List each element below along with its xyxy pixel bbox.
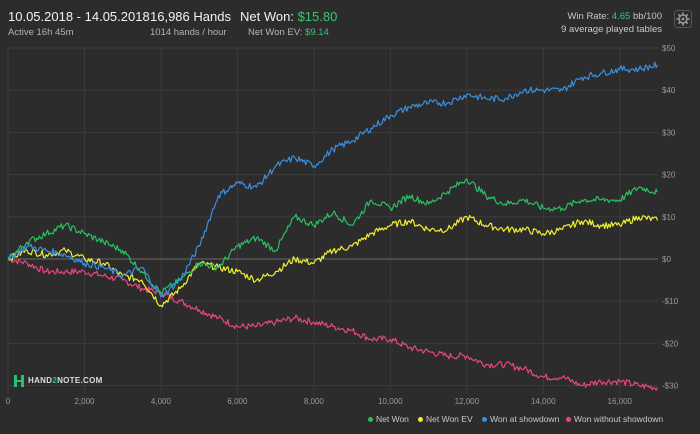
date-range: 10.05.2018 - 14.05.2018 bbox=[8, 9, 150, 24]
series-line-won-showdown bbox=[7, 61, 659, 298]
win-rate-unit: bb/100 bbox=[632, 11, 662, 22]
x-tick-label: 14,000 bbox=[531, 397, 556, 406]
x-tick-label: 16,000 bbox=[608, 397, 633, 406]
settings-gear-icon[interactable] bbox=[674, 10, 692, 28]
x-axis-ticks: 0 2,000 4,000 6,000 8,000 10,000 12,000 14,000 1… bbox=[6, 397, 633, 406]
legend-dot-icon bbox=[566, 417, 571, 423]
net-won-ev-label: Net Won EV: bbox=[248, 27, 303, 38]
net-won-block: Net Won: $15.80 Net Won EV: $9.14 bbox=[240, 9, 337, 38]
legend-dot-icon bbox=[482, 417, 487, 423]
session-block: 10.05.2018 - 14.05.2018 Active 16h 45m bbox=[8, 9, 150, 38]
legend-label: Won at showdown bbox=[490, 414, 560, 424]
y-axis-ticks: $50 $40 $30 $20 $10 $0 -$10 -$20 -$30 bbox=[662, 44, 679, 391]
win-rate-label: Win Rate: bbox=[567, 11, 610, 22]
legend-label: Net Won bbox=[376, 414, 409, 424]
stats-header: 10.05.2018 - 14.05.2018 Active 16h 45m 1… bbox=[0, 0, 700, 44]
hand2note-logo: HAND2NOTE.COM bbox=[14, 375, 103, 387]
series-line-net-won bbox=[7, 178, 659, 295]
y-tick-label: -$20 bbox=[662, 339, 679, 348]
series-line-won-no-showdown bbox=[7, 258, 659, 391]
hands-count: 16,986 Hands bbox=[150, 9, 231, 24]
series-layer bbox=[7, 61, 659, 391]
y-tick-label: -$30 bbox=[662, 382, 679, 391]
legend-item-won-no-showdown[interactable]: Won without showdown bbox=[566, 414, 663, 424]
legend-item-net-won[interactable]: Net Won bbox=[368, 414, 409, 424]
legend-item-won-showdown[interactable]: Won at showdown bbox=[482, 414, 559, 424]
legend-label: Net Won EV bbox=[426, 414, 473, 424]
x-tick-label: 8,000 bbox=[304, 397, 325, 406]
win-rate-block: Win Rate: 4.65 bb/100 9 average played t… bbox=[561, 10, 662, 36]
x-tick-label: 10,000 bbox=[378, 397, 403, 406]
net-won-label: Net Won: bbox=[240, 9, 294, 24]
y-tick-label: -$10 bbox=[662, 297, 679, 306]
win-rate-value: 4.65 bbox=[611, 11, 631, 22]
y-tick-label: $20 bbox=[662, 171, 676, 180]
legend-dot-icon bbox=[418, 417, 423, 423]
legend-label: Won without showdown bbox=[574, 414, 664, 424]
x-tick-label: 2,000 bbox=[74, 397, 95, 406]
hands-block: 16,986 Hands 1014 hands / hour bbox=[150, 9, 231, 38]
net-won-ev: Net Won EV: $9.14 bbox=[240, 27, 337, 38]
active-time: Active 16h 45m bbox=[8, 27, 74, 38]
legend-dot-icon bbox=[368, 417, 373, 423]
win-rate: Win Rate: 4.65 bb/100 bbox=[561, 10, 662, 23]
x-tick-label: 0 bbox=[6, 397, 11, 406]
x-tick-label: 12,000 bbox=[455, 397, 480, 406]
legend-item-net-won-ev[interactable]: Net Won EV bbox=[418, 414, 473, 424]
tables-played: 9 average played tables bbox=[561, 24, 662, 35]
x-tick-label: 6,000 bbox=[227, 397, 248, 406]
y-tick-label: $10 bbox=[662, 213, 676, 222]
y-tick-label: $50 bbox=[662, 44, 676, 53]
y-tick-label: $30 bbox=[662, 128, 676, 137]
x-tick-label: 4,000 bbox=[151, 397, 172, 406]
net-won-ev-value: $9.14 bbox=[305, 27, 329, 38]
hands-per-hour: 1014 hands / hour bbox=[150, 27, 227, 38]
y-tick-label: $0 bbox=[662, 255, 671, 264]
series-line-net-won-ev bbox=[7, 214, 659, 308]
gear-icon bbox=[676, 12, 690, 26]
net-won: Net Won: $15.80 bbox=[240, 9, 337, 24]
y-tick-label: $40 bbox=[662, 86, 676, 95]
net-won-value: $15.80 bbox=[297, 9, 338, 24]
hand2note-logo-icon bbox=[14, 375, 24, 387]
grid-layer bbox=[7, 47, 658, 394]
profit-chart: $50 $40 $30 $20 $10 $0 -$10 -$20 -$30 0 2,000 4,00… bbox=[6, 44, 679, 406]
